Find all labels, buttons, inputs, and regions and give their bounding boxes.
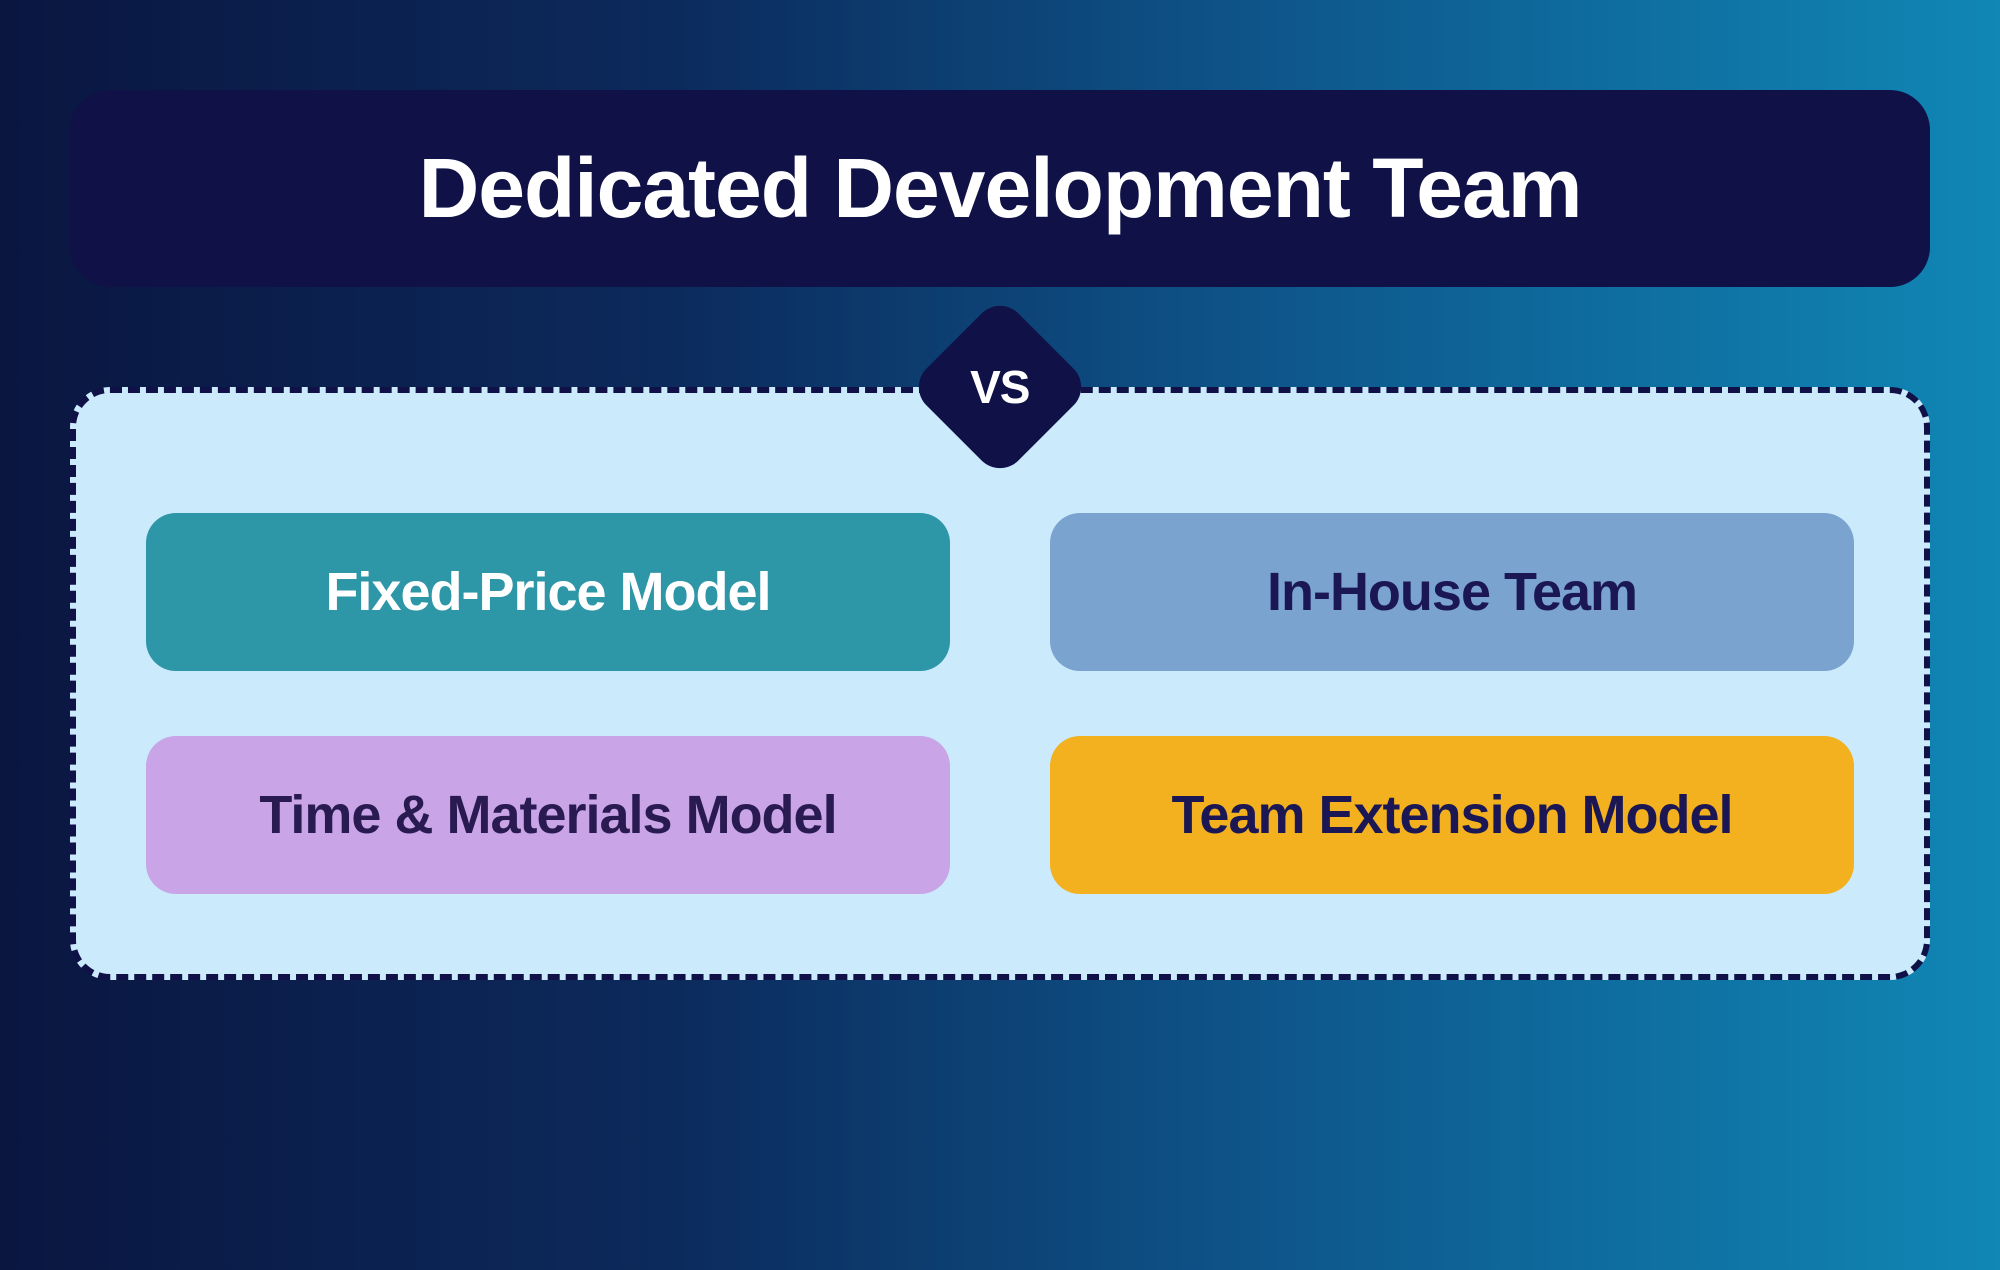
- comparison-container: Fixed-Price Model In-House Team Time & M…: [70, 387, 1930, 980]
- model-label: Time & Materials Model: [259, 785, 836, 845]
- title-box: Dedicated Development Team: [70, 90, 1930, 287]
- vs-text: VS: [970, 360, 1029, 414]
- model-card-time-materials: Time & Materials Model: [146, 736, 950, 894]
- title-text: Dedicated Development Team: [419, 141, 1582, 235]
- model-card-fixed-price: Fixed-Price Model: [146, 513, 950, 671]
- model-card-team-extension: Team Extension Model: [1050, 736, 1854, 894]
- model-label: Team Extension Model: [1171, 785, 1732, 845]
- model-label: Fixed-Price Model: [325, 562, 770, 622]
- model-card-in-house: In-House Team: [1050, 513, 1854, 671]
- model-label: In-House Team: [1267, 562, 1637, 622]
- infographic-canvas: Dedicated Development Team VS Fixed-Pric…: [0, 0, 2000, 1270]
